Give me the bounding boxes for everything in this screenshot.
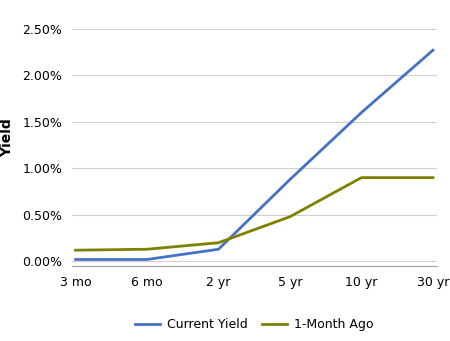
1-Month Ago [216,241,221,245]
Y-axis label: Yield: Yield [0,119,14,158]
1-Month Ago [359,176,364,180]
Current Yield [144,257,150,262]
Line: 1-Month Ago: 1-Month Ago [76,178,433,250]
Current Yield [216,247,221,251]
Current Yield [287,177,292,181]
Line: Current Yield: Current Yield [76,50,433,260]
1-Month Ago [287,214,292,219]
1-Month Ago [430,176,436,180]
1-Month Ago [144,247,150,251]
1-Month Ago [73,248,78,252]
Current Yield [359,110,364,115]
Legend: Current Yield, 1-Month Ago: Current Yield, 1-Month Ago [130,313,378,337]
Current Yield [73,257,78,262]
Current Yield [430,48,436,52]
